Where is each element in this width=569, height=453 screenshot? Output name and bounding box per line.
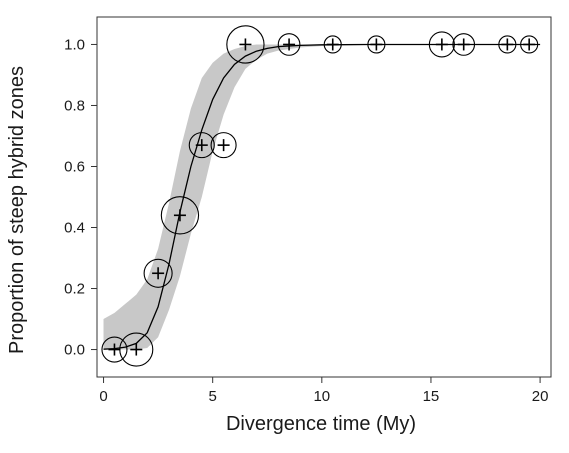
y-tick-label: 0.2 [64, 281, 85, 298]
y-tick-label: 0.0 [64, 342, 85, 359]
data-point [101, 336, 128, 363]
y-tick-label: 0.6 [64, 158, 85, 175]
data-point [119, 332, 154, 367]
x-tick-label: 15 [423, 388, 440, 405]
point-circle [101, 336, 128, 363]
axes-layer: 0 5 10 15 20 0.0 0.2 0.4 0.6 0.8 1.0 [64, 36, 548, 405]
y-tick-label: 1.0 [64, 36, 85, 53]
confidence-band-layer [103, 44, 541, 350]
data-points-layer [101, 25, 539, 367]
data-point [452, 33, 476, 56]
data-point [323, 35, 342, 54]
point-circle [277, 33, 301, 56]
point-circle [520, 35, 539, 54]
point-circle [452, 33, 476, 56]
point-circle [323, 35, 342, 54]
data-point [143, 258, 173, 288]
point-circle [367, 35, 386, 54]
point-circle [143, 258, 173, 288]
point-circle [498, 35, 517, 54]
point-circle [188, 132, 215, 159]
y-axis-title: Proportion of steep hybrid zones [6, 66, 28, 354]
point-circle [119, 332, 154, 367]
point-circle [160, 196, 200, 235]
x-axis-title: Divergence time (My) [226, 413, 416, 435]
data-point [520, 35, 539, 54]
x-tick-label: 10 [313, 388, 330, 405]
data-point [188, 132, 215, 159]
point-circle [210, 132, 237, 159]
data-point [498, 35, 517, 54]
confidence-band [103, 44, 541, 350]
data-point [277, 33, 301, 56]
plot-frame [96, 16, 552, 378]
point-circle [226, 25, 265, 64]
data-point [367, 35, 386, 54]
data-point [428, 31, 455, 58]
x-tick-label: 5 [209, 388, 217, 405]
y-tick-label: 0.8 [64, 97, 85, 114]
point-circle [428, 31, 455, 58]
y-tick-label: 0.4 [64, 220, 85, 237]
x-tick-label: 0 [99, 388, 107, 405]
x-tick-label: 20 [532, 388, 549, 405]
data-point [226, 25, 265, 64]
data-point [210, 132, 237, 159]
data-point [160, 196, 200, 235]
